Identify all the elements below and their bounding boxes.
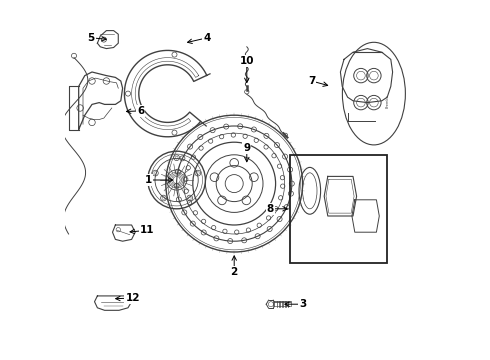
Text: 5: 5 <box>88 33 95 43</box>
Text: 8: 8 <box>267 204 274 214</box>
Text: Brembo: Brembo <box>385 94 389 108</box>
Text: 6: 6 <box>137 106 144 116</box>
Text: 3: 3 <box>299 299 306 309</box>
Bar <box>290 155 387 263</box>
Text: 7: 7 <box>308 76 315 86</box>
Text: 12: 12 <box>125 293 140 303</box>
Text: 9: 9 <box>243 143 250 153</box>
Text: 4: 4 <box>203 33 211 43</box>
Text: 10: 10 <box>240 56 254 66</box>
Text: 1: 1 <box>145 175 152 185</box>
Text: 2: 2 <box>231 267 238 277</box>
Text: 11: 11 <box>140 225 154 235</box>
